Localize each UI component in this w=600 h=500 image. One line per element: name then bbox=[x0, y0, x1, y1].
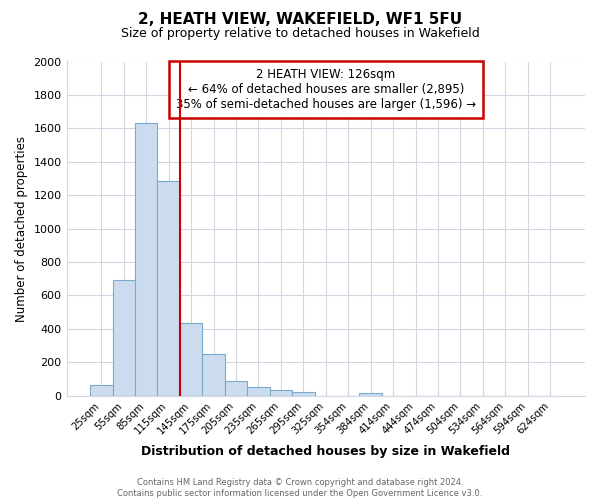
Bar bbox=[202, 354, 225, 396]
Text: Size of property relative to detached houses in Wakefield: Size of property relative to detached ho… bbox=[121, 28, 479, 40]
Y-axis label: Number of detached properties: Number of detached properties bbox=[15, 136, 28, 322]
Bar bbox=[180, 323, 202, 396]
X-axis label: Distribution of detached houses by size in Wakefield: Distribution of detached houses by size … bbox=[141, 444, 510, 458]
Text: 2 HEATH VIEW: 126sqm
← 64% of detached houses are smaller (2,895)
35% of semi-de: 2 HEATH VIEW: 126sqm ← 64% of detached h… bbox=[176, 68, 476, 111]
Bar bbox=[90, 385, 113, 396]
Bar bbox=[157, 181, 180, 396]
Bar bbox=[113, 280, 135, 396]
Bar bbox=[269, 390, 292, 396]
Bar bbox=[359, 393, 382, 396]
Bar bbox=[225, 380, 247, 396]
Text: Contains HM Land Registry data © Crown copyright and database right 2024.
Contai: Contains HM Land Registry data © Crown c… bbox=[118, 478, 482, 498]
Bar bbox=[135, 124, 157, 396]
Bar bbox=[292, 392, 314, 396]
Bar bbox=[247, 388, 269, 396]
Text: 2, HEATH VIEW, WAKEFIELD, WF1 5FU: 2, HEATH VIEW, WAKEFIELD, WF1 5FU bbox=[138, 12, 462, 28]
